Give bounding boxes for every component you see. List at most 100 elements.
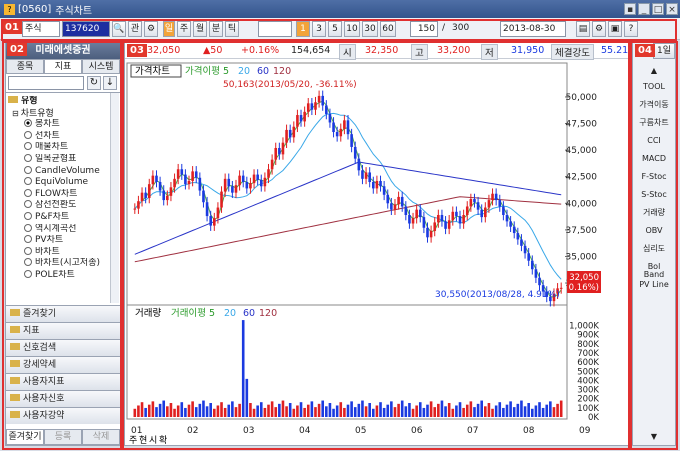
print-icon[interactable]: ▤ [576,21,590,37]
low-label: 저 [481,44,498,60]
radio-icon[interactable] [24,246,32,255]
radio-icon[interactable] [24,200,32,209]
chart-type-item[interactable]: 선차트 [8,130,120,143]
view-count-input[interactable]: 150 [410,21,438,37]
radio-icon[interactable] [24,269,32,278]
week-button[interactable]: 주 [177,21,191,37]
related-button[interactable]: 관 [128,21,142,37]
chart-type-item[interactable]: EquiVolume [8,177,120,189]
tool-item[interactable]: OBV [645,226,663,235]
indicator-search-input[interactable] [8,76,84,90]
tool-item[interactable]: 가격이동 [639,100,669,109]
radio-icon[interactable] [24,235,32,244]
chart-type-item[interactable]: 역시계곡선 [8,223,120,236]
tool-item[interactable]: F-Stoc [641,172,667,181]
tab-system[interactable]: 시스템 [82,59,120,74]
radio-icon[interactable] [24,153,32,162]
day-button[interactable]: 일 [163,21,175,37]
folder-item[interactable]: 신호검색 [6,339,120,356]
volume-plot-frame [126,304,568,420]
scroll-up-icon[interactable]: ▲ [650,66,658,75]
chart-type-item[interactable]: POLE차트 [8,269,120,282]
help-icon[interactable]: ? [624,21,638,37]
interval-60-button[interactable]: 60 [380,21,396,37]
download-icon[interactable]: ↓ [103,76,117,90]
folder-item[interactable]: 지표 [6,322,120,339]
folder-item[interactable]: 강세약세 [6,356,120,373]
chart-type-item[interactable]: 바차트(시고저종) [8,258,120,270]
tool-item[interactable]: S-Stoc [641,190,667,199]
interval-1-button[interactable]: 1 [296,21,310,37]
chart-type-item[interactable]: FLOW차트 [8,188,120,201]
settings-icon[interactable]: ⚙ [144,21,158,37]
chart-type-item[interactable]: CandleVolume [8,165,120,178]
volume-bar [462,407,465,417]
radio-icon[interactable] [24,211,32,220]
folder-item[interactable]: 사용자신호 [6,390,120,407]
maximize-icon[interactable]: □ [652,3,664,15]
tool-item[interactable]: 심리도 [642,244,666,253]
refresh-icon[interactable]: ↻ [87,76,101,90]
tool-item[interactable]: TOOL [643,82,665,91]
pin-icon[interactable]: ▪ [624,3,636,15]
config-icon[interactable]: ⚙ [592,21,606,37]
radio-icon[interactable] [24,177,32,186]
radio-icon[interactable] [24,165,32,174]
price-volume-chart[interactable]: 50,000 47,500 45,000 42,500 40,000 37,500 35,0… [125,59,628,445]
radio-icon[interactable] [24,223,32,232]
close-icon[interactable]: × [666,3,678,15]
interval-5-button[interactable]: 5 [328,21,342,37]
interval-30-button[interactable]: 30 [362,21,378,37]
radio-icon[interactable] [24,188,32,197]
interval-3-button[interactable]: 3 [312,21,326,37]
period-button[interactable]: 1일 [653,43,675,59]
month-button[interactable]: 월 [193,21,207,37]
save-icon[interactable]: ▣ [608,21,622,37]
scroll-down-icon[interactable]: ▼ [650,432,658,441]
tool-item[interactable]: 구름차트 [639,118,669,127]
chart-type-item[interactable]: PV차트 [8,235,120,247]
candle-body [469,199,473,207]
tab-stock[interactable]: 종목 [6,59,44,74]
stock-code-input[interactable]: 137620 [62,21,110,37]
tool-item[interactable]: 거래량 [642,208,666,217]
tree-section[interactable]: 유형 [8,96,120,108]
folder-item[interactable]: 사용자지표 [6,373,120,390]
radio-icon[interactable] [24,142,32,151]
chart-type-item[interactable]: P&F차트 [8,211,120,224]
tab-favorites[interactable]: 즐겨찾기 [6,429,44,445]
minute-button[interactable]: 분 [209,21,223,37]
tool-item[interactable]: PV Line [639,280,669,289]
radio-icon[interactable] [24,130,32,139]
tool-item[interactable]: CCI [647,136,661,145]
chart-type-item[interactable]: 일목균형표 [8,153,120,166]
volume-bar [440,400,444,417]
chart-type-item[interactable]: 바차트 [8,246,120,259]
chart-type-item[interactable]: 봉차트 [8,119,120,131]
candle-body [306,103,310,112]
interval-10-button[interactable]: 10 [344,21,360,37]
tool-item[interactable]: Bol Band [643,262,665,279]
search-icon[interactable]: 🔍 [112,21,126,37]
candle-body [288,129,292,138]
chart-type-item[interactable]: 삼선전환도 [8,200,120,212]
volume-bar [494,405,498,417]
last-price-label: 32,050 [569,273,599,283]
minimize-icon[interactable]: _ [638,3,650,15]
market-select[interactable]: 주식 [22,21,60,37]
interval-input[interactable] [258,21,292,37]
folder-item[interactable]: 사용자강약 [6,407,120,424]
tree-scrollbar[interactable] [110,93,119,303]
volume-bar [292,408,296,417]
radio-icon[interactable] [24,258,32,267]
tick-button[interactable]: 틱 [225,21,239,37]
radio-icon[interactable] [24,119,32,128]
tab-delete[interactable]: 삭제 [82,429,120,445]
date-input[interactable]: 2013-08-30 [500,21,566,37]
tool-item[interactable]: MACD [642,154,666,163]
chart-type-item[interactable]: 매물차트 [8,142,120,154]
tab-register[interactable]: 등록 [44,429,82,445]
folder-item[interactable]: 즐겨찾기 [6,305,120,322]
tree-group[interactable]: ⊟ 차트유형 [8,108,120,120]
tab-indicator[interactable]: 지표 [44,59,82,74]
